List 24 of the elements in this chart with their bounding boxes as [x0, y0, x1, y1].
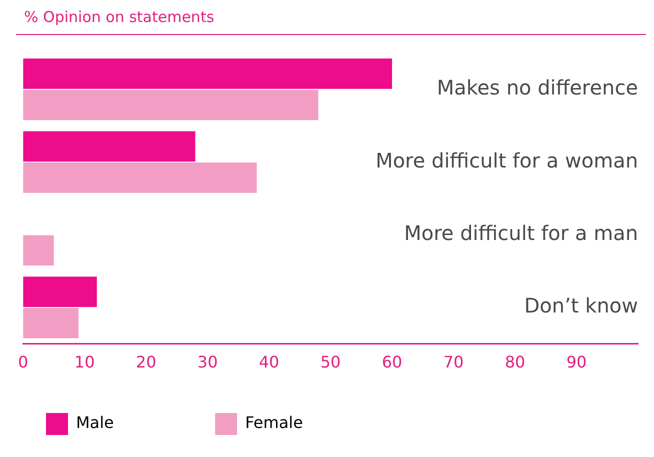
- bar: [23, 235, 54, 266]
- x-tick-label: 70: [443, 352, 464, 372]
- y-tick-label: More difficult for a woman: [376, 148, 638, 172]
- bar: [23, 276, 97, 307]
- y-tick-label: Makes no difference: [436, 76, 638, 100]
- x-tick-label: 50: [320, 352, 341, 372]
- x-tick-label: 60: [382, 352, 402, 372]
- legend-label: Male: [76, 413, 186, 432]
- x-tick-label: 90: [566, 352, 587, 372]
- bar: [23, 308, 78, 338]
- legend-label: Female: [245, 413, 364, 432]
- x-tick-label: 10: [74, 352, 95, 372]
- chart-title: % Opinion on statements: [16, 8, 646, 35]
- x-tick-label: 20: [136, 352, 156, 372]
- y-tick-label: More difficult for a man: [404, 220, 638, 245]
- bar: [23, 58, 392, 89]
- bar: [23, 162, 257, 193]
- bar: [23, 90, 318, 120]
- bar: [23, 131, 196, 162]
- x-tick-label: 30: [197, 352, 218, 372]
- x-tick-label: 80: [504, 352, 526, 372]
- y-tick-label: Don’t know: [524, 294, 638, 318]
- x-tick-label: 0: [18, 352, 28, 372]
- x-tick-label: 40: [258, 352, 280, 372]
